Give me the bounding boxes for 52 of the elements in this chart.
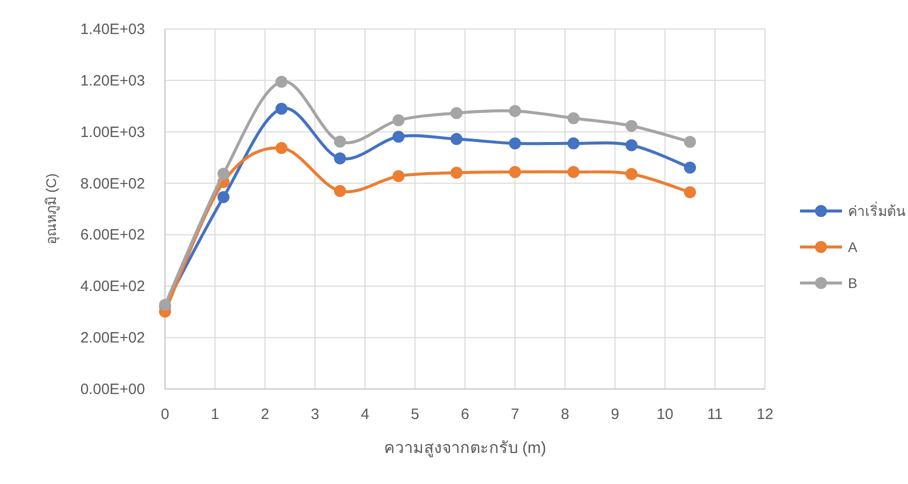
point [218,168,230,180]
point [626,168,638,180]
point [450,133,462,146]
point [276,142,288,154]
x-tick-label: 5 [410,406,420,423]
point [276,76,288,88]
y-tick-label: 4.00E+02 [80,278,145,296]
y-tick-label: 0.00E+00 [80,381,145,398]
point [218,191,230,204]
point [450,107,462,120]
x-tick-label: 11 [707,406,723,423]
point [334,136,346,148]
point [276,102,288,115]
point [392,170,404,182]
x-tick-label: 7 [510,406,520,423]
y-tick-label: 8.00E+02 [80,175,145,192]
point [684,136,696,148]
point [568,137,580,150]
y-tick-label: 1.40E+03 [80,21,145,38]
x-tick-label: 8 [560,406,570,423]
point [509,137,521,150]
point [392,130,404,143]
y-tick-label: 1.20E+03 [80,72,145,90]
x-tick-label: 4 [360,406,370,423]
point [568,166,580,178]
y-tick-label: 2.00E+02 [80,330,145,347]
point [450,166,462,179]
x-tick-label: 10 [656,406,674,423]
point [392,114,404,126]
legend-label: ค่าเริ่มต้น [848,202,906,219]
x-axis-title: ความสูงจากตะกรับ (m) [384,440,546,458]
point [684,186,696,198]
legend-label: A [848,239,858,255]
x-tick-label: 12 [756,406,774,423]
legend-label: B [848,275,858,291]
point [334,152,346,164]
x-tick-label: 9 [610,406,620,423]
point [509,166,521,178]
point [334,185,346,197]
x-tick-label: 0 [160,406,170,423]
y-tick-label: 1.00E+03 [80,124,145,141]
x-tick-label: 3 [310,406,320,423]
x-tick-label: 2 [260,406,270,423]
point [568,112,580,124]
point [626,139,638,152]
x-tick-label: 1 [210,406,220,423]
x-tick-label: 6 [460,406,470,423]
y-tick-label: 6.00E+02 [80,226,145,244]
point [626,120,638,132]
y-axis-title: อุณหภูมิ (C) [43,173,60,245]
point [509,105,521,118]
point [684,162,696,174]
